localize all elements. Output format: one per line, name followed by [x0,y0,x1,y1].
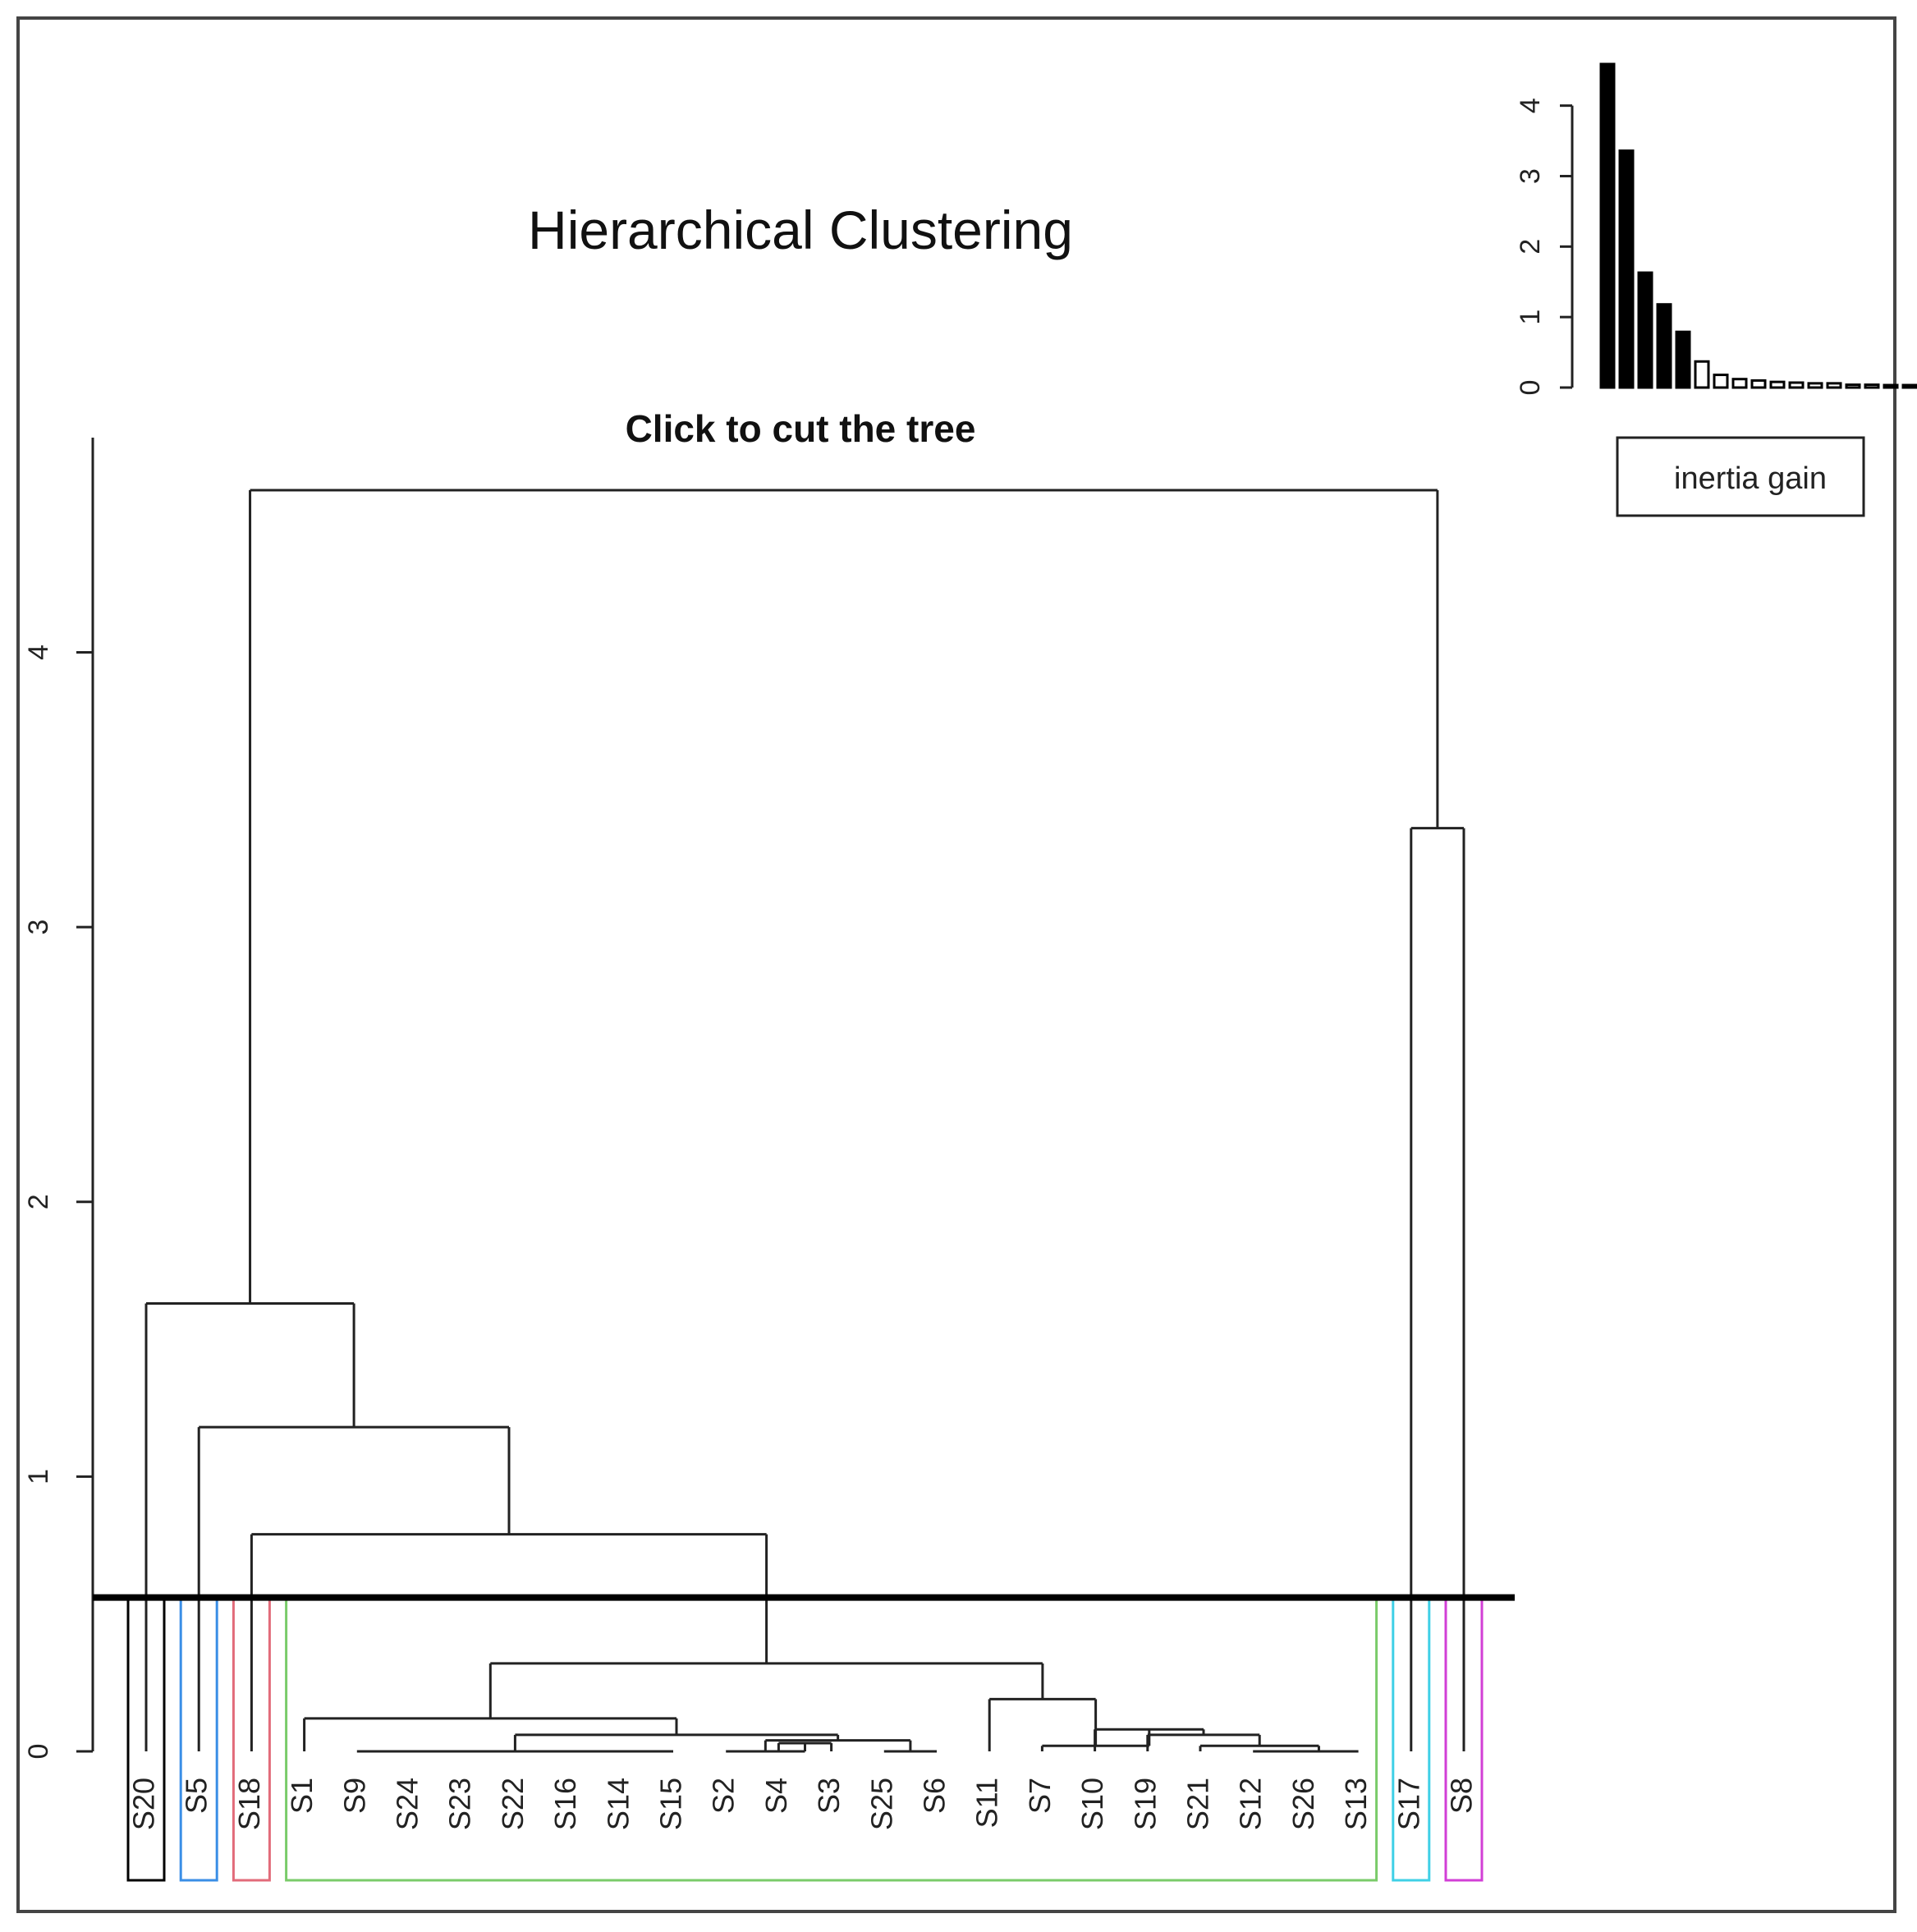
leaf-label: S15 [654,1778,688,1830]
inset-bar [1675,330,1691,389]
inset-tick-label: 4 [1515,98,1546,113]
inertia-gain-inset: 0 1 2 3 4 inertia gain [1515,62,1917,517]
inset-bar [1826,382,1842,389]
inset-bar [1807,382,1823,389]
leaf-label: S6 [918,1778,952,1814]
dendrogram-tree[interactable] [144,489,1465,1753]
inset-bar [1599,62,1616,389]
leaf-label: S26 [1286,1778,1320,1830]
leaf-label: S17 [1392,1778,1425,1830]
leaf-label: S2 [707,1778,741,1814]
leaf-label: S3 [812,1778,846,1814]
inset-tick-label: 3 [1515,168,1546,184]
y-tick-label: 2 [23,1194,54,1209]
y-tick-label: 1 [23,1469,54,1485]
inset-bar [1864,383,1880,389]
inset-bar [1845,383,1861,389]
inset-legend-label: inertia gain [1674,461,1827,496]
inset-bar [1750,379,1767,389]
leaf-label: S12 [1234,1778,1268,1830]
leaf-label: S10 [1075,1778,1109,1830]
leaf-label: S25 [864,1778,898,1830]
leaf-label: S11 [970,1778,1004,1828]
y-tick-label: 0 [23,1744,54,1760]
y-tick-label: 4 [23,645,54,660]
inset-bar [1731,378,1748,389]
inset-bar [1713,374,1729,389]
cluster-box [285,1596,1378,1882]
leaf-label: S24 [391,1778,424,1830]
leaf-label: S7 [1023,1778,1057,1814]
leaf-label: S8 [1445,1778,1479,1814]
inset-y-axis: 0 1 2 3 4 [1515,98,1574,396]
leaf-label: S20 [127,1778,161,1830]
leaf-label: S4 [759,1778,793,1814]
leaf-label: S19 [1128,1778,1162,1830]
chart-subtitle[interactable]: Click to cut the tree [626,407,976,450]
inset-bar [1883,383,1899,389]
inset-bar [1656,303,1672,389]
leaf-label: S23 [443,1778,477,1830]
leaf-labels: S20 S5 S18 S1 S9 S24 S23 S22 S16 S14 S15 S2 S4 S3 S25 S… [127,1778,1479,1830]
leaf-label: S5 [180,1778,213,1814]
inset-bars [1599,62,1917,389]
cluster-boxes [126,1596,1484,1882]
chart-title: Hierarchical Clustering [528,200,1073,260]
leaf-label: S22 [496,1778,530,1830]
inset-bar [1769,380,1786,389]
leaf-label: S1 [285,1778,319,1814]
inset-bar [1637,271,1653,389]
leaf-label: S21 [1181,1778,1215,1830]
inset-bar [1901,383,1917,389]
leaf-label: S13 [1339,1778,1373,1830]
inset-bar [1788,381,1805,389]
leaf-label: S9 [337,1778,371,1814]
inset-bar [1618,149,1635,389]
dendrogram-y-axis: 0 1 2 3 4 [23,438,94,1760]
y-tick-label: 3 [23,920,54,935]
inset-tick-label: 2 [1515,239,1546,255]
inset-tick-label: 1 [1515,310,1546,325]
inset-legend-box [1616,436,1865,517]
inset-bar [1694,360,1710,389]
inset-tick-label: 0 [1515,380,1546,396]
leaf-label: S14 [601,1778,635,1830]
leaf-label: S18 [232,1778,266,1830]
leaf-label: S16 [548,1778,582,1830]
